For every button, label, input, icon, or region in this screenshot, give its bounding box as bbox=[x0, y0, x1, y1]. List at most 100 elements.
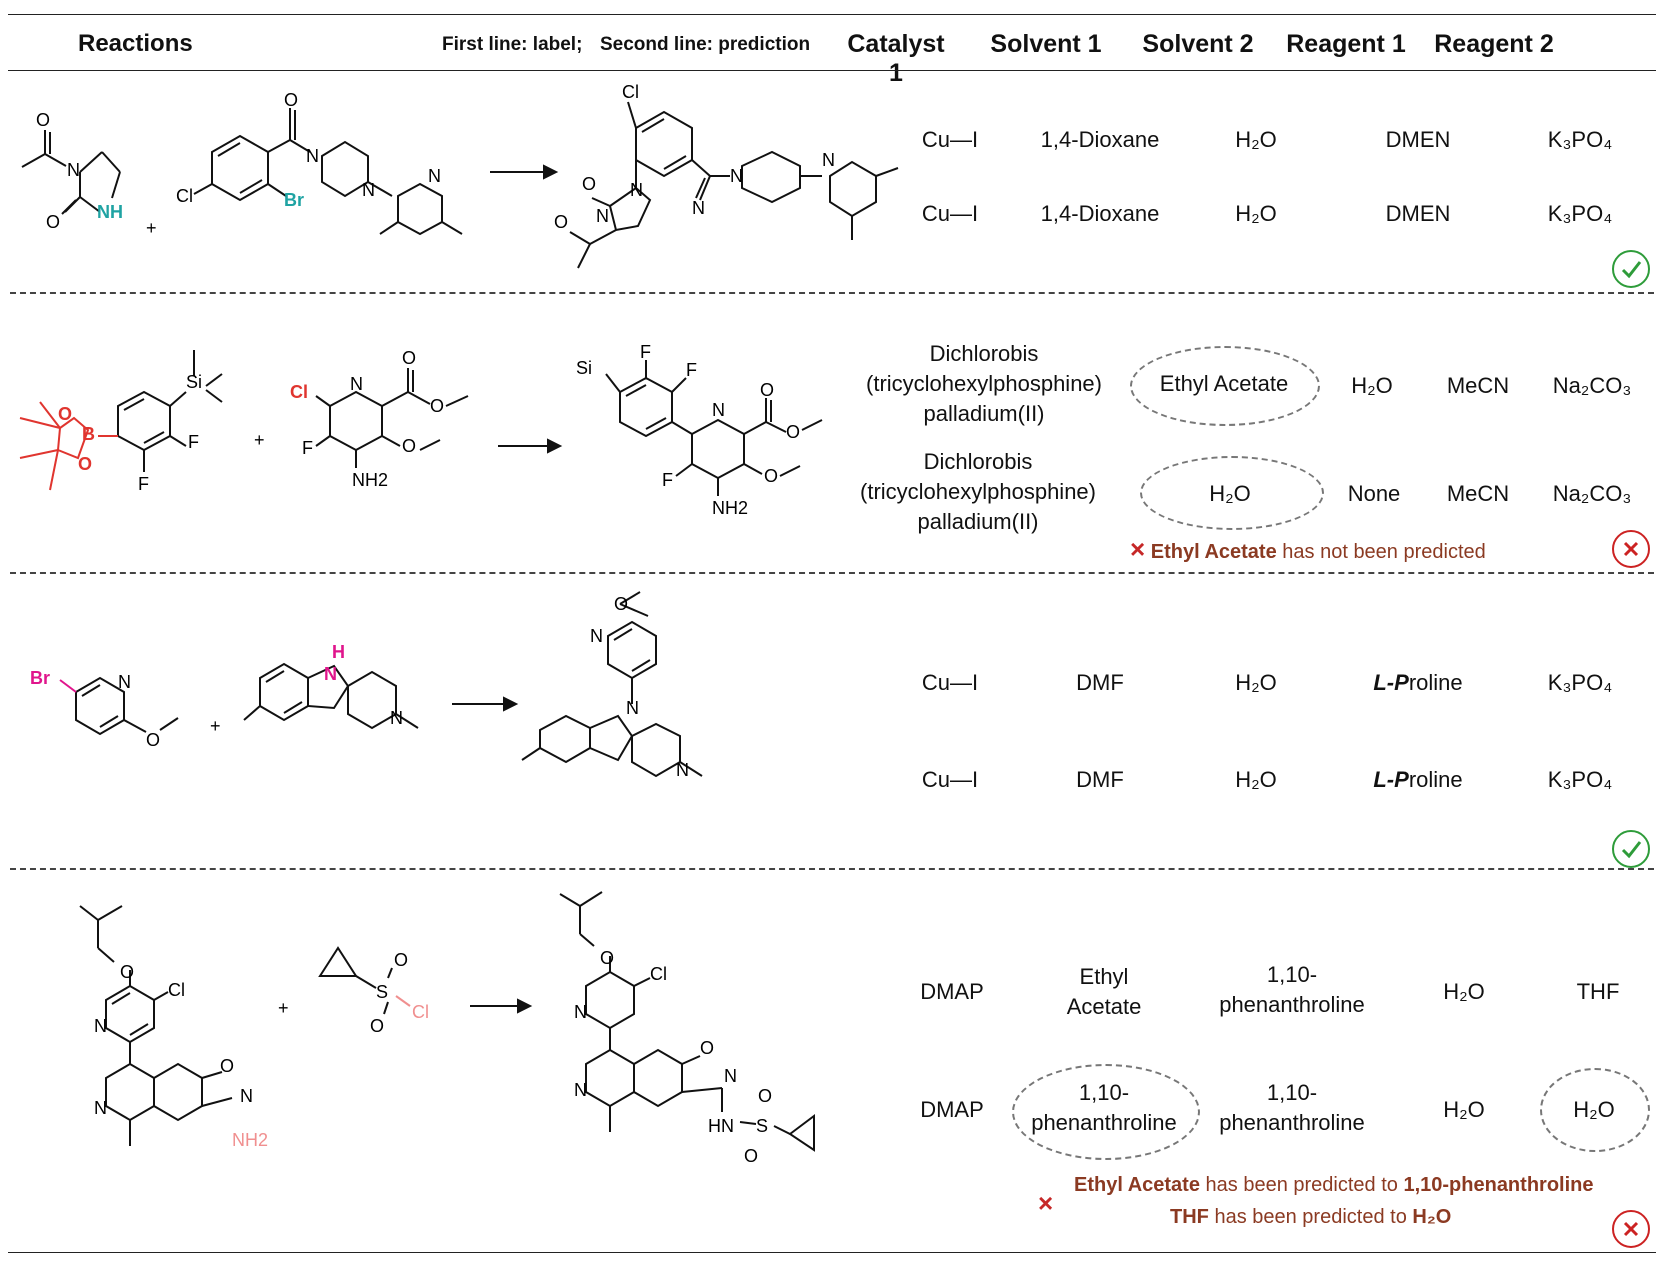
atom-label: NH bbox=[97, 202, 123, 222]
atom-label: N bbox=[590, 626, 603, 646]
r4-pred-catalyst1: DMAP bbox=[920, 1097, 984, 1122]
r1-pred-reagent1: DMEN bbox=[1385, 201, 1451, 226]
atom-label: O bbox=[284, 90, 298, 110]
atom-label: O bbox=[614, 594, 628, 614]
header-rule bbox=[8, 70, 1656, 71]
plus-sign: + bbox=[210, 716, 221, 736]
reaction-3-scheme: Br N O + H N N O N N N bbox=[30, 591, 703, 780]
prediction-note: Second line: prediction bbox=[600, 34, 811, 55]
r1-label-solvent2: H₂O bbox=[1235, 127, 1277, 152]
atom-label: Cl bbox=[290, 382, 308, 402]
row4-error-note-2: THF has been predicted to H₂O bbox=[1170, 1206, 1451, 1229]
top-rule bbox=[8, 14, 1656, 15]
r3-pred-catalyst1: Cu—I bbox=[921, 767, 979, 792]
mismatch-highlight bbox=[1130, 346, 1320, 426]
r4-pred-reagent2: H₂O bbox=[1573, 1097, 1615, 1122]
reactant-2-2 bbox=[315, 368, 469, 468]
row-separator bbox=[10, 868, 1654, 870]
r3-pred-solvent2: H₂O bbox=[1235, 767, 1277, 792]
reactant-3-2 bbox=[243, 662, 419, 730]
atom-label: Cl bbox=[622, 82, 639, 102]
product-3 bbox=[521, 591, 703, 778]
product-2 bbox=[605, 360, 823, 496]
cell-line: phenanthroline bbox=[1219, 992, 1365, 1017]
atom-label: N bbox=[730, 166, 743, 186]
r3-pred-solvent1: DMF bbox=[1076, 767, 1124, 792]
catalyst-line: palladium(II) bbox=[923, 401, 1045, 426]
r3-label-solvent2: H₂O bbox=[1235, 670, 1277, 695]
atom-label: N bbox=[240, 1086, 253, 1106]
r2-label-solvent2: H₂O bbox=[1351, 373, 1393, 398]
check-circle-icon bbox=[1612, 830, 1650, 868]
plus-sign: + bbox=[254, 430, 265, 450]
atom-label: O bbox=[582, 174, 596, 194]
r1-pred-solvent1: 1,4-Dioxane bbox=[1040, 201, 1160, 226]
atom-label: N bbox=[390, 708, 403, 728]
atom-label: O bbox=[370, 1016, 384, 1036]
atom-label: O bbox=[402, 348, 416, 368]
r4-label-solvent2: 1,10- phenanthroline bbox=[1219, 960, 1365, 1020]
atom-label: N bbox=[428, 166, 441, 186]
reagent-rest: roline bbox=[1408, 767, 1463, 792]
bottom-rule bbox=[8, 1252, 1656, 1253]
atom-label: O bbox=[744, 1146, 758, 1166]
col-reagent1: Reagent 1 bbox=[1286, 30, 1406, 58]
atom-label: Cl bbox=[650, 964, 667, 984]
cell-line: Ethyl bbox=[1079, 964, 1129, 989]
x-mark-icon: × bbox=[1130, 534, 1146, 564]
arrow-head bbox=[503, 696, 519, 712]
r2-pred-catalyst1: Dichlorobis (tricyclohexylphosphine) pal… bbox=[860, 447, 1096, 537]
atom-label: F bbox=[188, 432, 199, 452]
atom-label: NH2 bbox=[352, 470, 388, 490]
atom-label: O bbox=[786, 422, 800, 442]
atom-label: O bbox=[120, 962, 134, 982]
arrow-head bbox=[517, 998, 533, 1014]
atom-label: F bbox=[138, 474, 149, 494]
atom-label: HN bbox=[708, 1116, 734, 1136]
atom-label: O bbox=[758, 1086, 772, 1106]
r4-pred-solvent1: 1,10- phenanthroline bbox=[1031, 1078, 1177, 1138]
atom-label: N bbox=[94, 1098, 107, 1118]
r2-pred-reagent1: MeCN bbox=[1446, 481, 1510, 506]
col-solvent1: Solvent 1 bbox=[990, 30, 1102, 58]
atom-label: NH2 bbox=[712, 498, 748, 518]
arrow-head bbox=[547, 438, 563, 454]
note-term: Ethyl Acetate bbox=[1150, 541, 1277, 563]
col-solvent2: Solvent 2 bbox=[1142, 30, 1254, 58]
note-term: Ethyl Acetate bbox=[1074, 1174, 1200, 1196]
atom-label: O bbox=[36, 110, 50, 130]
atom-label: O bbox=[78, 454, 92, 474]
atom-label: N bbox=[724, 1066, 737, 1086]
product-1 bbox=[569, 101, 899, 269]
atom-label: N bbox=[676, 760, 689, 780]
atom-label: O bbox=[220, 1056, 234, 1076]
row4-error-x: × bbox=[1038, 1188, 1053, 1219]
note-text: has not been predicted bbox=[1276, 541, 1486, 563]
reagent-italic: L-P bbox=[1373, 767, 1409, 792]
mismatch-highlight bbox=[1140, 456, 1324, 530]
r1-label-solvent1: 1,4-Dioxane bbox=[1040, 127, 1160, 152]
atom-label: O bbox=[554, 212, 568, 232]
reactant-4-1 bbox=[79, 905, 233, 1146]
atom-label: S bbox=[376, 982, 388, 1002]
col-catalyst1: Catalyst 1 bbox=[847, 30, 945, 87]
atom-label: O bbox=[146, 730, 160, 750]
r4-label-reagent1: H₂O bbox=[1443, 979, 1485, 1004]
r4-label-solvent1: Ethyl Acetate bbox=[1067, 962, 1142, 1022]
note-term: 1,10-phenanthroline bbox=[1403, 1174, 1594, 1196]
r2-pred-solvent2: None bbox=[1347, 481, 1401, 506]
reactant-2-1 bbox=[117, 350, 223, 472]
row2-error-note: × Ethyl Acetate has not been predicted bbox=[1130, 534, 1486, 565]
cell-line: 1,10- bbox=[1266, 962, 1318, 987]
reaction-4-scheme: O N Cl N O N NH2 + O S Cl O O N Cl N O N… bbox=[79, 891, 815, 1166]
atom-label: Br bbox=[30, 668, 50, 688]
atom-label: N bbox=[118, 672, 131, 692]
catalyst-line: Dichlorobis bbox=[923, 449, 1033, 474]
atom-label: Cl bbox=[176, 186, 193, 206]
cell-line: 1,10- bbox=[1078, 1080, 1130, 1105]
r2-label-reagent2: Na₂CO₃ bbox=[1552, 373, 1632, 398]
atom-label: N bbox=[306, 146, 319, 166]
atom-label: N bbox=[712, 400, 725, 420]
atom-label: N bbox=[626, 698, 639, 718]
note-term: THF bbox=[1170, 1206, 1209, 1228]
